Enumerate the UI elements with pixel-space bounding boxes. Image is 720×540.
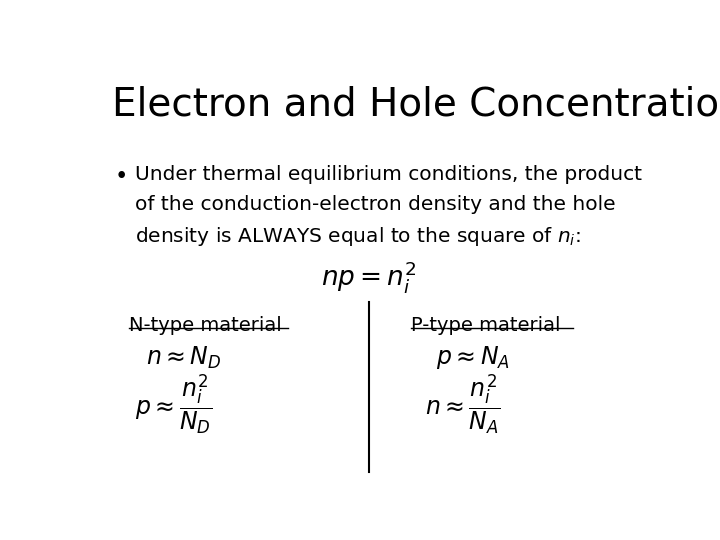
Text: $np = n_i^2$: $np = n_i^2$ <box>321 259 417 295</box>
Text: density is ALWAYS equal to the square of $n_i$:: density is ALWAYS equal to the square of… <box>135 225 580 248</box>
Text: $p \approx N_A$: $p \approx N_A$ <box>436 345 510 372</box>
Text: •: • <box>115 165 128 187</box>
Text: $p \approx \dfrac{n_i^2}{N_D}$: $p \approx \dfrac{n_i^2}{N_D}$ <box>135 372 212 436</box>
Text: of the conduction-electron density and the hole: of the conduction-electron density and t… <box>135 195 616 214</box>
Text: Under thermal equilibrium conditions, the product: Under thermal equilibrium conditions, th… <box>135 165 642 184</box>
Text: $n \approx N_D$: $n \approx N_D$ <box>145 345 221 371</box>
Text: N-type material: N-type material <box>129 316 282 335</box>
Text: $n \approx \dfrac{n_i^2}{N_A}$: $n \approx \dfrac{n_i^2}{N_A}$ <box>425 372 500 436</box>
Text: Electron and Hole Concentrations: Electron and Hole Concentrations <box>112 85 720 124</box>
Text: P-type material: P-type material <box>411 316 560 335</box>
